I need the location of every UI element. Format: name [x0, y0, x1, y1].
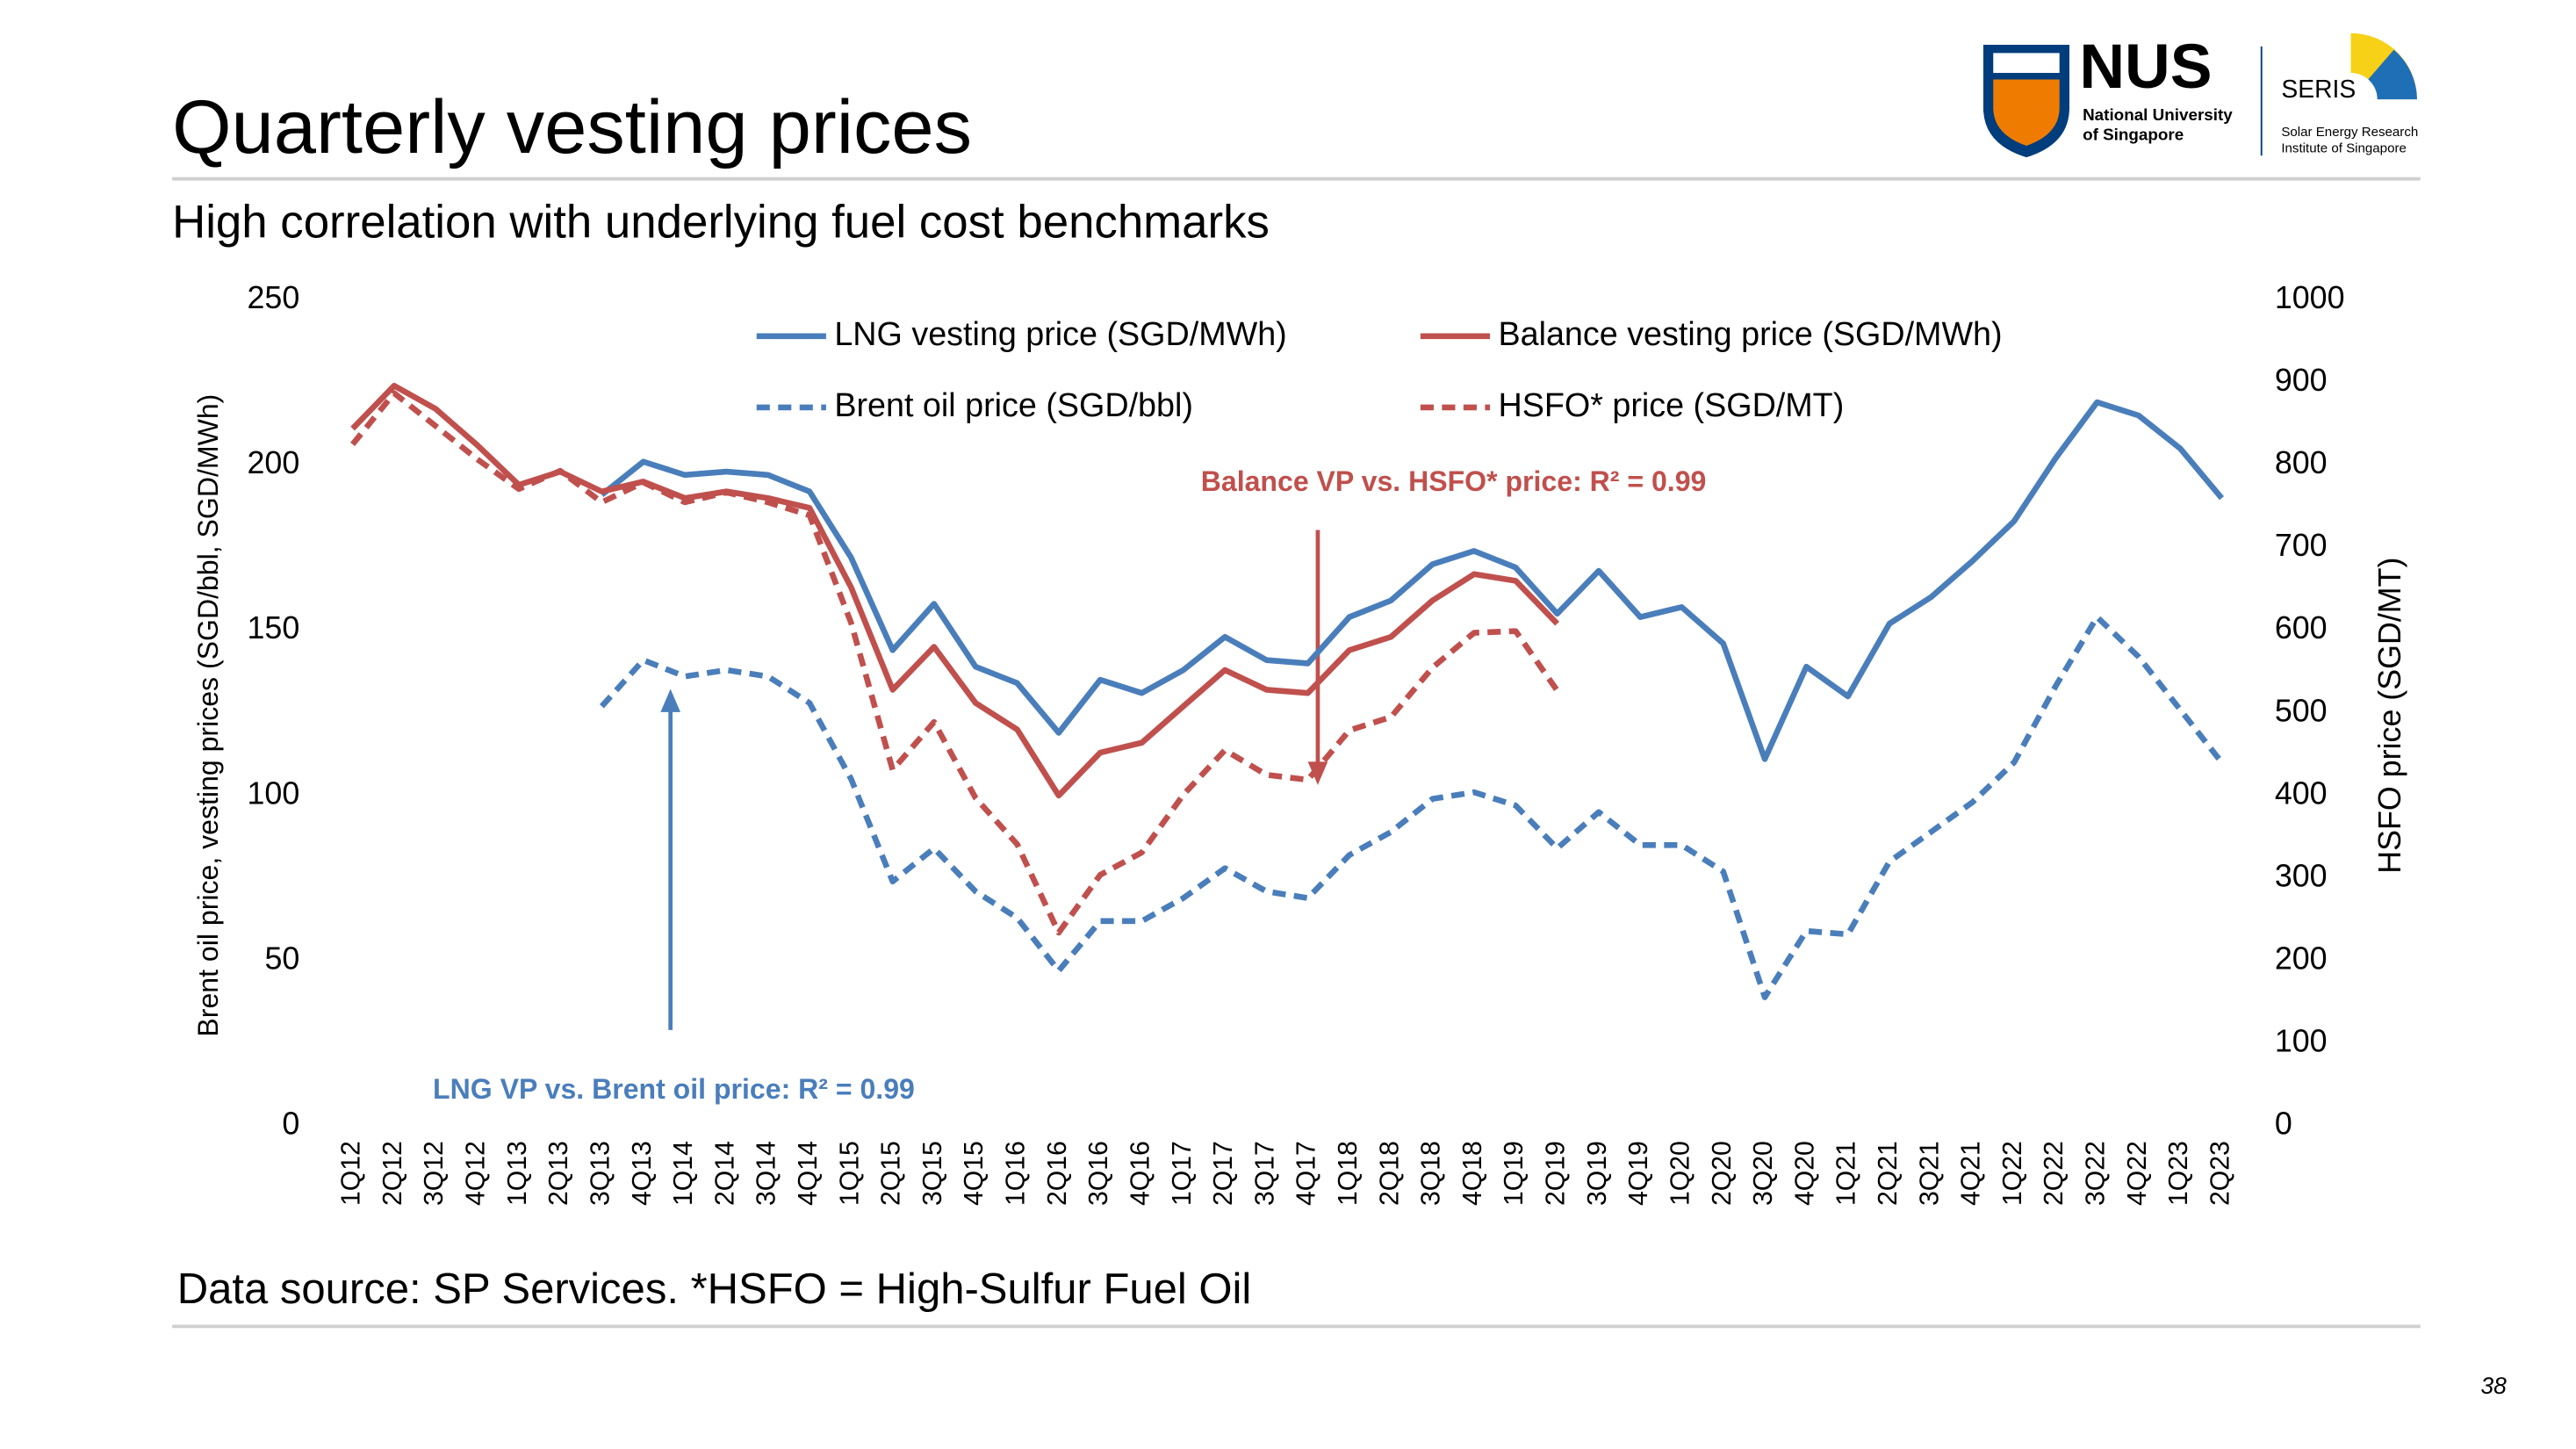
legend-label: Balance vesting price (SGD/MWh): [1498, 315, 2002, 352]
y-tick-label: 0: [282, 1107, 299, 1142]
x-tick-label: 1Q19: [1500, 1141, 1529, 1206]
x-tick-label: 2Q17: [1209, 1141, 1238, 1206]
x-tick-label: 4Q18: [1458, 1141, 1487, 1206]
x-tick-label: 4Q22: [2123, 1141, 2152, 1206]
x-tick-label: 2Q16: [1043, 1141, 1072, 1206]
x-tick-label: 2Q21: [1874, 1141, 1903, 1206]
series-line: [599, 614, 2225, 1000]
x-tick-label: 3Q19: [1583, 1141, 1612, 1206]
x-tick-label: 1Q23: [2164, 1141, 2193, 1206]
y2-tick-label: 400: [2275, 775, 2328, 811]
y2-tick-label: 1000: [2275, 280, 2345, 315]
nus-logo: NUS National University of Singapore: [1982, 32, 2263, 158]
annotation: Balance VP vs. HSFO* price: R² = 0.99: [1201, 465, 1707, 497]
x-tick-label: 3Q22: [2082, 1141, 2111, 1206]
x-tick-label: 3Q17: [1250, 1141, 1279, 1206]
x-tick-label: 2Q20: [1708, 1141, 1737, 1206]
nus-name: National University: [2083, 105, 2233, 124]
legend-label: LNG vesting price (SGD/MWh): [834, 315, 1286, 352]
x-tick-label: 3Q13: [586, 1141, 615, 1206]
y2-tick-label: 100: [2275, 1024, 2328, 1059]
legend-label: HSFO* price (SGD/MT): [1498, 386, 1844, 423]
x-tick-label: 3Q12: [420, 1141, 449, 1206]
y2-tick-label: 300: [2275, 858, 2328, 893]
annotation-arrowhead: [1307, 761, 1328, 785]
chart: Brent oil price, vesting prices (SGD/bbl…: [192, 280, 2407, 1206]
series-line: [600, 399, 2225, 762]
x-tick-label: 1Q22: [1998, 1141, 2027, 1206]
annotation: LNG VP vs. Brent oil price: R² = 0.99: [433, 1073, 915, 1105]
y2-tick-label: 200: [2275, 941, 2328, 977]
slide-subtitle: High correlation with underlying fuel co…: [172, 196, 1270, 248]
series-line: [350, 382, 1559, 799]
x-tick-label: 1Q21: [1832, 1141, 1861, 1206]
x-tick-label: 1Q20: [1666, 1141, 1695, 1206]
footnote: Data source: SP Services. *HSFO = High-S…: [177, 1265, 1252, 1313]
slide-title: Quarterly vesting prices: [172, 84, 972, 169]
seris-name: Solar Energy Research: [2281, 125, 2418, 140]
x-tick-label: 1Q18: [1334, 1141, 1363, 1206]
y-tick-label: 250: [248, 280, 300, 315]
seris-sun-core: [2324, 73, 2378, 126]
series-line: [350, 390, 1560, 936]
x-tick-label: 1Q13: [503, 1141, 532, 1206]
x-tick-label: 1Q16: [1002, 1141, 1031, 1206]
y-tick-label: 50: [264, 941, 299, 977]
seris-name: Institute of Singapore: [2281, 141, 2407, 156]
y2-tick-label: 900: [2275, 363, 2328, 398]
x-tick-label: 2Q19: [1542, 1141, 1571, 1206]
x-tick-label: 3Q18: [1417, 1141, 1446, 1206]
x-tick-label: 2Q22: [2040, 1141, 2069, 1206]
x-tick-label: 4Q20: [1790, 1141, 1819, 1206]
x-tick-label: 2Q14: [710, 1141, 739, 1206]
x-tick-label: 1Q15: [835, 1141, 864, 1206]
y2-tick-label: 0: [2275, 1107, 2292, 1142]
x-tick-label: 4Q12: [462, 1141, 491, 1206]
nus-name: of Singapore: [2083, 126, 2184, 144]
y-tick-label: 150: [248, 610, 300, 645]
x-tick-label: 2Q13: [544, 1141, 573, 1206]
x-tick-label: 4Q19: [1624, 1141, 1653, 1206]
x-tick-label: 2Q18: [1375, 1141, 1404, 1206]
x-tick-label: 2Q15: [877, 1141, 906, 1206]
legend-label: Brent oil price (SGD/bbl): [834, 386, 1193, 423]
x-tick-label: 4Q15: [960, 1141, 989, 1206]
x-tick-label: 4Q13: [628, 1141, 657, 1206]
x-tick-label: 3Q14: [752, 1141, 781, 1206]
x-tick-label: 4Q21: [1957, 1141, 1986, 1206]
nus-wordmark: NUS: [2079, 32, 2212, 102]
x-tick-label: 3Q15: [918, 1141, 947, 1206]
y-axis-title: Brent oil price, vesting prices (SGD/bbl…: [192, 394, 224, 1037]
x-tick-label: 4Q16: [1126, 1141, 1155, 1206]
y-tick-label: 100: [248, 775, 300, 811]
x-tick-label: 2Q12: [378, 1141, 407, 1206]
nus-shield-band: [1993, 53, 2060, 74]
x-tick-label: 1Q14: [669, 1141, 698, 1206]
y-tick-label: 200: [248, 445, 300, 480]
annotation-arrowhead: [660, 688, 680, 712]
seris-wordmark: SERIS: [2281, 75, 2356, 103]
y2-tick-label: 600: [2275, 610, 2328, 645]
x-tick-label: 1Q17: [1168, 1141, 1197, 1206]
y2-tick-label: 700: [2275, 528, 2328, 563]
x-tick-label: 2Q23: [2205, 1141, 2234, 1206]
seris-logo: SERIS Solar Energy Research Institute of…: [2281, 32, 2418, 156]
page-number: 38: [2480, 1373, 2507, 1399]
x-tick-label: 4Q17: [1292, 1141, 1321, 1206]
nus-shield-lion: [1993, 79, 2060, 146]
y2-axis-title: HSFO price (SGD/MT): [2372, 558, 2407, 874]
x-tick-label: 3Q21: [1915, 1141, 1944, 1206]
y2-tick-label: 500: [2275, 693, 2328, 728]
x-tick-label: 3Q20: [1749, 1141, 1778, 1206]
x-tick-label: 3Q16: [1084, 1141, 1113, 1206]
y2-tick-label: 800: [2275, 445, 2328, 480]
x-tick-label: 1Q12: [337, 1141, 366, 1206]
x-tick-label: 4Q14: [794, 1141, 823, 1206]
